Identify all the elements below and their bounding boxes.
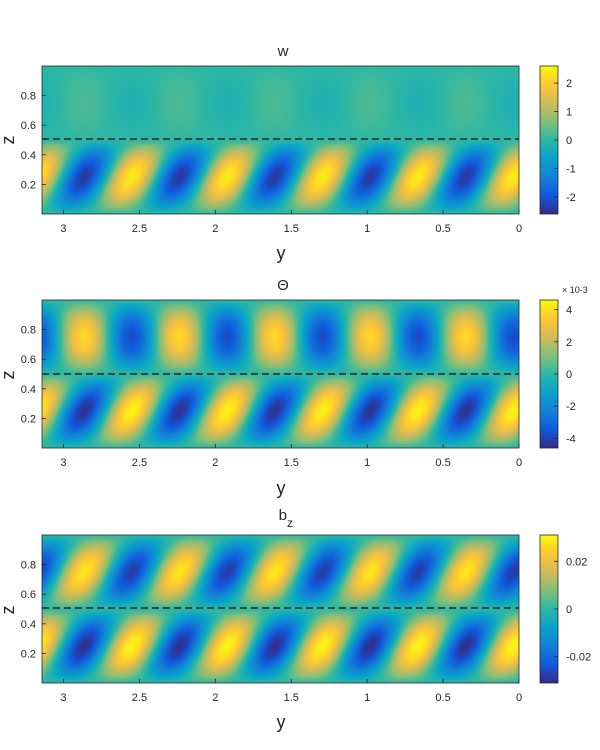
x-ticks-theta: 3 2.5 2 1.5 1 0.5 0 (60, 444, 522, 469)
x-tick-label: 0.5 (435, 223, 450, 235)
colorbar-ticks-bz: -0.02 0 0.02 (554, 556, 591, 664)
x-tick-label: 2.5 (132, 457, 147, 469)
panel-bz: b z 3 2.5 2 1.5 1 0.5 0 0.2 0.4 0.6 0.8 y z -0.02… (0, 507, 591, 732)
x-ticks-w: 3 2.5 2 1.5 1 0.5 0 (60, 210, 522, 235)
x-tick-label: 1 (364, 457, 370, 469)
y-ticks-theta: 0.2 0.4 0.6 0.8 (21, 325, 46, 425)
y-tick-label: 0.4 (21, 619, 36, 631)
x-tick-label: 1.5 (284, 692, 299, 704)
x-tick-label: 2.5 (132, 223, 147, 235)
colorbar-tick-label: 4 (566, 305, 572, 317)
y-tick-label: 0.2 (21, 413, 36, 425)
y-tick-label: 0.6 (21, 354, 36, 366)
y-tick-label: 0.6 (21, 589, 36, 601)
x-tick-label: 0.5 (435, 457, 450, 469)
x-tick-label: 2.5 (132, 692, 147, 704)
x-tick-label: 2 (212, 692, 218, 704)
x-tick-label: 2 (212, 457, 218, 469)
colorbar-multiplier-theta: × 10-3 (562, 285, 588, 295)
xlabel-theta: y (277, 478, 286, 498)
colorbar-tick-label: -2 (566, 401, 576, 413)
x-tick-label: 0 (516, 692, 522, 704)
xlabel-w: y (277, 243, 286, 263)
colorbar-tick-label: -4 (566, 433, 576, 445)
colorbar-tick-label: 2 (566, 78, 572, 90)
axes-box-w (41, 65, 520, 215)
x-tick-label: 3 (60, 223, 66, 235)
colorbar-tick-label: 2 (566, 337, 572, 349)
y-tick-label: 0.2 (21, 648, 36, 660)
colorbar-tick-label: -2 (566, 192, 576, 204)
x-tick-label: 3 (60, 457, 66, 469)
y-tick-label: 0.4 (21, 384, 36, 396)
colorbar-tick-label: 0 (566, 369, 572, 381)
colorbar-tick-label: 0 (566, 604, 572, 616)
y-tick-label: 0.8 (21, 325, 36, 337)
colorbar-tick-label: 0 (566, 135, 572, 147)
y-tick-label: 0.6 (21, 120, 36, 132)
xlabel-bz: y (277, 712, 286, 732)
panel-title-w: w (277, 43, 289, 60)
colorbar-tick-label: -0.02 (566, 652, 591, 664)
x-tick-label: 0 (516, 223, 522, 235)
y-ticks-w: 0.2 0.4 0.6 0.8 (21, 91, 46, 191)
axes-box-theta (41, 299, 520, 449)
x-tick-label: 0.5 (435, 692, 450, 704)
heatmap-bz (42, 535, 519, 683)
y-tick-label: 0.8 (21, 91, 36, 103)
x-tick-label: 3 (60, 692, 66, 704)
colorbar-tick-label: -1 (566, 163, 576, 175)
y-tick-label: 0.8 (21, 560, 36, 572)
colorbar-ticks-w: -2 -1 0 1 2 (554, 78, 576, 204)
x-tick-label: 2 (212, 223, 218, 235)
panel-title-bz: b (279, 507, 287, 524)
ylabel-theta: z (0, 371, 18, 380)
x-tick-label: 1.5 (284, 223, 299, 235)
x-tick-label: 0 (516, 457, 522, 469)
axes-box-bz (41, 534, 520, 684)
ylabel-bz: z (0, 606, 18, 615)
x-tick-label: 1.5 (284, 457, 299, 469)
panel-title-bz-subscript: z (287, 516, 293, 530)
x-tick-label: 1 (364, 223, 370, 235)
colorbar-tick-label: 1 (566, 107, 572, 119)
panel-theta: Θ 3 2.5 2 1.5 1 0.5 0 0.2 0.4 0.6 0.8 y z -4 -2 0 2 4… (0, 277, 588, 498)
colorbar-ticks-theta: -4 -2 0 2 4 (554, 305, 576, 445)
panel-title-theta: Θ (277, 277, 289, 294)
y-ticks-bz: 0.2 0.4 0.6 0.8 (21, 560, 46, 660)
colorbar-tick-label: 0.02 (566, 556, 587, 568)
ylabel-w: z (0, 136, 18, 145)
x-ticks-bz: 3 2.5 2 1.5 1 0.5 0 (60, 679, 522, 704)
heatmap-w (42, 66, 519, 214)
y-tick-label: 0.2 (21, 179, 36, 191)
x-tick-label: 1 (364, 692, 370, 704)
y-tick-label: 0.4 (21, 150, 36, 162)
panel-w: w 3 2.5 2 1.5 1 0.5 0 0.2 0.4 0.6 0.8 y z -2 -1 0 1 2 (0, 43, 576, 263)
